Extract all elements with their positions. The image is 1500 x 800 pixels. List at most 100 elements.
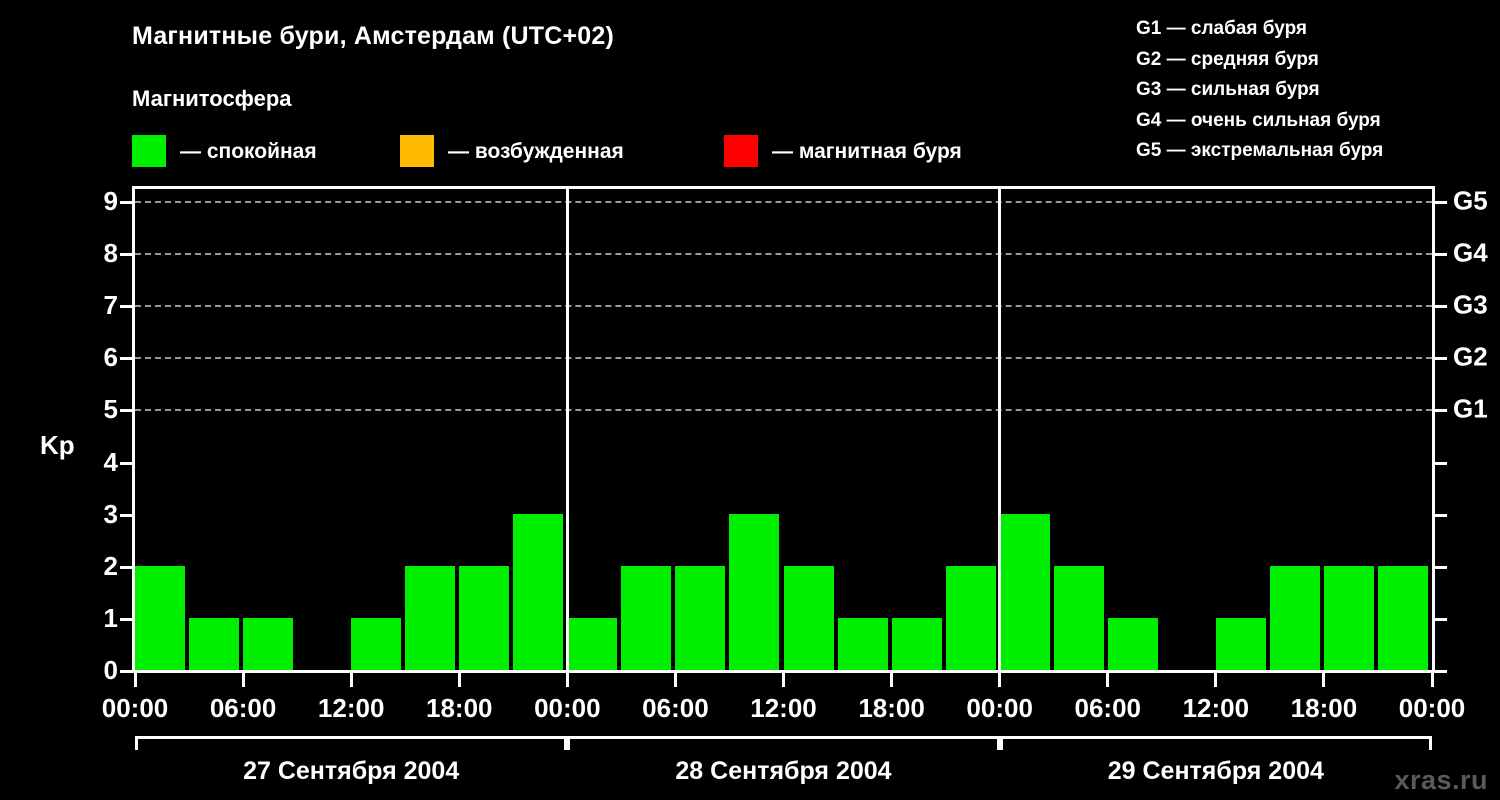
g-scale-legend: G1 — слабая буря G2 — средняя буря G3 — си… — [1136, 14, 1486, 167]
x-axis-tick-mark — [1322, 673, 1326, 687]
chart-bar — [1053, 565, 1104, 670]
x-axis-tick-label: 06:00 — [209, 693, 277, 723]
chart-bar — [1269, 565, 1320, 670]
g-scale-legend-line: G2 — средняя буря — [1136, 48, 1319, 70]
legend-color-swatch — [132, 135, 166, 167]
x-axis-tick-label: 06:00 — [642, 693, 709, 723]
x-axis-tick-label: 00:00 — [101, 693, 169, 723]
x-axis-tick-label: 12:00 — [1182, 693, 1250, 723]
chart-bar — [621, 565, 672, 670]
x-axis-tick-label: 00:00 — [1398, 693, 1466, 723]
chart-gridline — [135, 253, 1432, 256]
y-axis-tick-mark — [120, 357, 132, 361]
y-axis-tick-label: 6 — [103, 342, 118, 373]
x-axis-tick-mark — [457, 673, 461, 687]
chart-gridline — [135, 305, 1432, 308]
x-axis-tick-mark — [1106, 673, 1110, 687]
x-axis-tick-label: 00:00 — [534, 693, 601, 723]
g-scale-legend-line: G4 — очень сильная буря — [1136, 109, 1381, 131]
magnetosphere-legend-item: — спокойная — [132, 134, 317, 168]
y-axis-tick-label: 0 — [103, 655, 118, 685]
legend-item-label: — возбужденная — [448, 139, 624, 163]
chart-plot-area — [132, 186, 1435, 673]
g-level-axis-label: G1 — [1453, 393, 1488, 424]
y-axis-tick-mark — [120, 513, 132, 517]
y-axis-tick-label: 7 — [103, 290, 118, 321]
x-axis-tick-mark — [349, 673, 353, 687]
y-axis-tick-label: 4 — [103, 446, 118, 477]
chart-bar — [459, 565, 510, 670]
chart-bar — [513, 513, 564, 670]
chart-bar — [1377, 565, 1428, 670]
day-label: 28 Сентября 2004 — [675, 757, 892, 785]
y-axis-tick-label: 2 — [103, 550, 118, 581]
x-axis-tick-mark — [782, 673, 785, 687]
magnetosphere-legend-item: — возбужденная — [400, 134, 624, 168]
magnetosphere-legend-heading: Магнитосфера — [132, 86, 292, 111]
magnetosphere-legend-item: — магнитная буря — [724, 134, 962, 168]
day-separator-line — [998, 189, 1002, 670]
legend-color-swatch — [400, 135, 434, 167]
chart-gridline — [135, 357, 1432, 360]
x-axis-tick-label: 18:00 — [1290, 693, 1358, 723]
y-axis-tick-mark — [120, 305, 132, 309]
chart-bar — [567, 617, 618, 670]
x-axis-tick-mark — [998, 673, 1002, 687]
y-axis-tick-mark — [120, 461, 132, 465]
chart-bar — [351, 617, 402, 670]
day-label: 29 Сентября 2004 — [1107, 757, 1324, 785]
y-axis-tick-mark-right — [1435, 617, 1447, 621]
day-range-bracket — [999, 736, 1432, 750]
chart-plot-inner — [135, 189, 1432, 670]
y-axis-tick-label: 5 — [103, 394, 118, 425]
day-range-bracket — [135, 736, 568, 750]
g-scale-legend-line: G1 — слабая буря — [1136, 18, 1308, 39]
y-axis-tick-label: 9 — [103, 186, 118, 216]
y-axis-tick-label: 1 — [103, 602, 118, 633]
day-range-bracket — [567, 736, 1000, 750]
page-title: Магнитные бури, Амстердам (UTC+02) — [132, 22, 615, 50]
g-level-axis-label: G4 — [1453, 237, 1488, 268]
chart-bar — [405, 565, 456, 670]
chart-bar — [945, 565, 996, 670]
x-axis-tick-mark — [1430, 673, 1434, 687]
chart-bar — [891, 617, 942, 670]
y-axis-tick-mark-right — [1435, 357, 1447, 361]
x-axis-tick-label: 18:00 — [858, 693, 925, 723]
chart-bar — [1215, 617, 1266, 670]
g-scale-legend-line: G5 — экстремальная буря — [1136, 140, 1384, 161]
x-axis-tick-label: 12:00 — [750, 693, 817, 723]
legend-item-label: — магнитная буря — [772, 139, 962, 163]
x-axis-tick-mark — [673, 673, 677, 687]
y-axis-tick-mark-right — [1435, 201, 1447, 204]
y-axis-tick-mark-right — [1435, 513, 1447, 517]
legend-color-swatch — [724, 135, 758, 167]
y-axis-tick-label: 8 — [103, 238, 118, 269]
x-axis-tick-mark — [890, 673, 894, 687]
chart-bar — [999, 513, 1050, 670]
magnetosphere-legend: — спокойная — возбужденная — магнитная бур… — [132, 134, 1032, 170]
site-watermark: xras.ru — [1394, 765, 1488, 795]
y-axis-tick-mark-right — [1435, 461, 1447, 465]
chart-gridline — [135, 409, 1432, 412]
day-label: 27 Сентября 2004 — [243, 757, 460, 785]
day-separator-line — [565, 189, 569, 670]
y-axis-tick-label: 3 — [103, 498, 118, 529]
g-level-axis-label: G5 — [1453, 185, 1488, 216]
x-axis-tick-label: 06:00 — [1074, 693, 1142, 723]
chart-bar — [1107, 617, 1158, 670]
x-axis-tick-mark — [241, 673, 245, 687]
chart-bar — [837, 617, 888, 670]
chart-bar — [135, 565, 186, 670]
x-axis-tick-mark — [133, 673, 137, 687]
y-axis-tick-mark — [120, 409, 132, 413]
y-axis-tick-mark — [120, 253, 132, 257]
y-axis-tick-mark-right — [1435, 305, 1447, 309]
y-axis-tick-mark — [120, 565, 132, 569]
y-axis-tick-mark-right — [1435, 670, 1447, 673]
chart-bar — [189, 617, 240, 670]
x-axis-tick-mark — [1214, 673, 1218, 687]
y-axis-title: Kp — [40, 429, 75, 460]
chart-bar — [675, 565, 726, 670]
y-axis-tick-mark — [120, 670, 132, 673]
